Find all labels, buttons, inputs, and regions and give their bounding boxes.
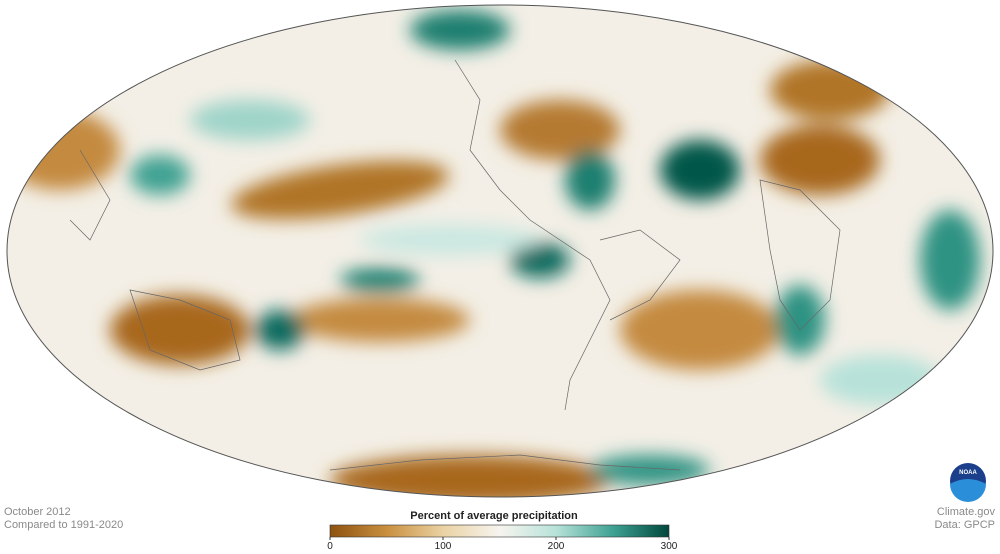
- source-credit: Data: GPCP: [934, 519, 995, 531]
- baseline-label: Compared to 1991-2020: [4, 519, 123, 531]
- noaa-logo: NOAA: [950, 463, 986, 502]
- colorbar-tick-label: 0: [327, 541, 333, 552]
- map-outline: [6, 4, 994, 498]
- colorbar-tick-label: 200: [548, 541, 565, 552]
- colorbar: 0 100 200 300: [327, 524, 678, 552]
- date-label: October 2012: [4, 506, 71, 518]
- colorbar-tick-label: 100: [435, 541, 452, 552]
- logo-text: NOAA: [959, 470, 977, 476]
- colorbar-tick-label: 300: [661, 541, 678, 552]
- colorbar-ramp: [329, 524, 670, 538]
- colorbar-title: Percent of average precipitation: [410, 510, 578, 522]
- site-credit: Climate.gov: [937, 506, 996, 518]
- precipitation-map: [7, 5, 993, 497]
- coastlines: [69, 59, 841, 471]
